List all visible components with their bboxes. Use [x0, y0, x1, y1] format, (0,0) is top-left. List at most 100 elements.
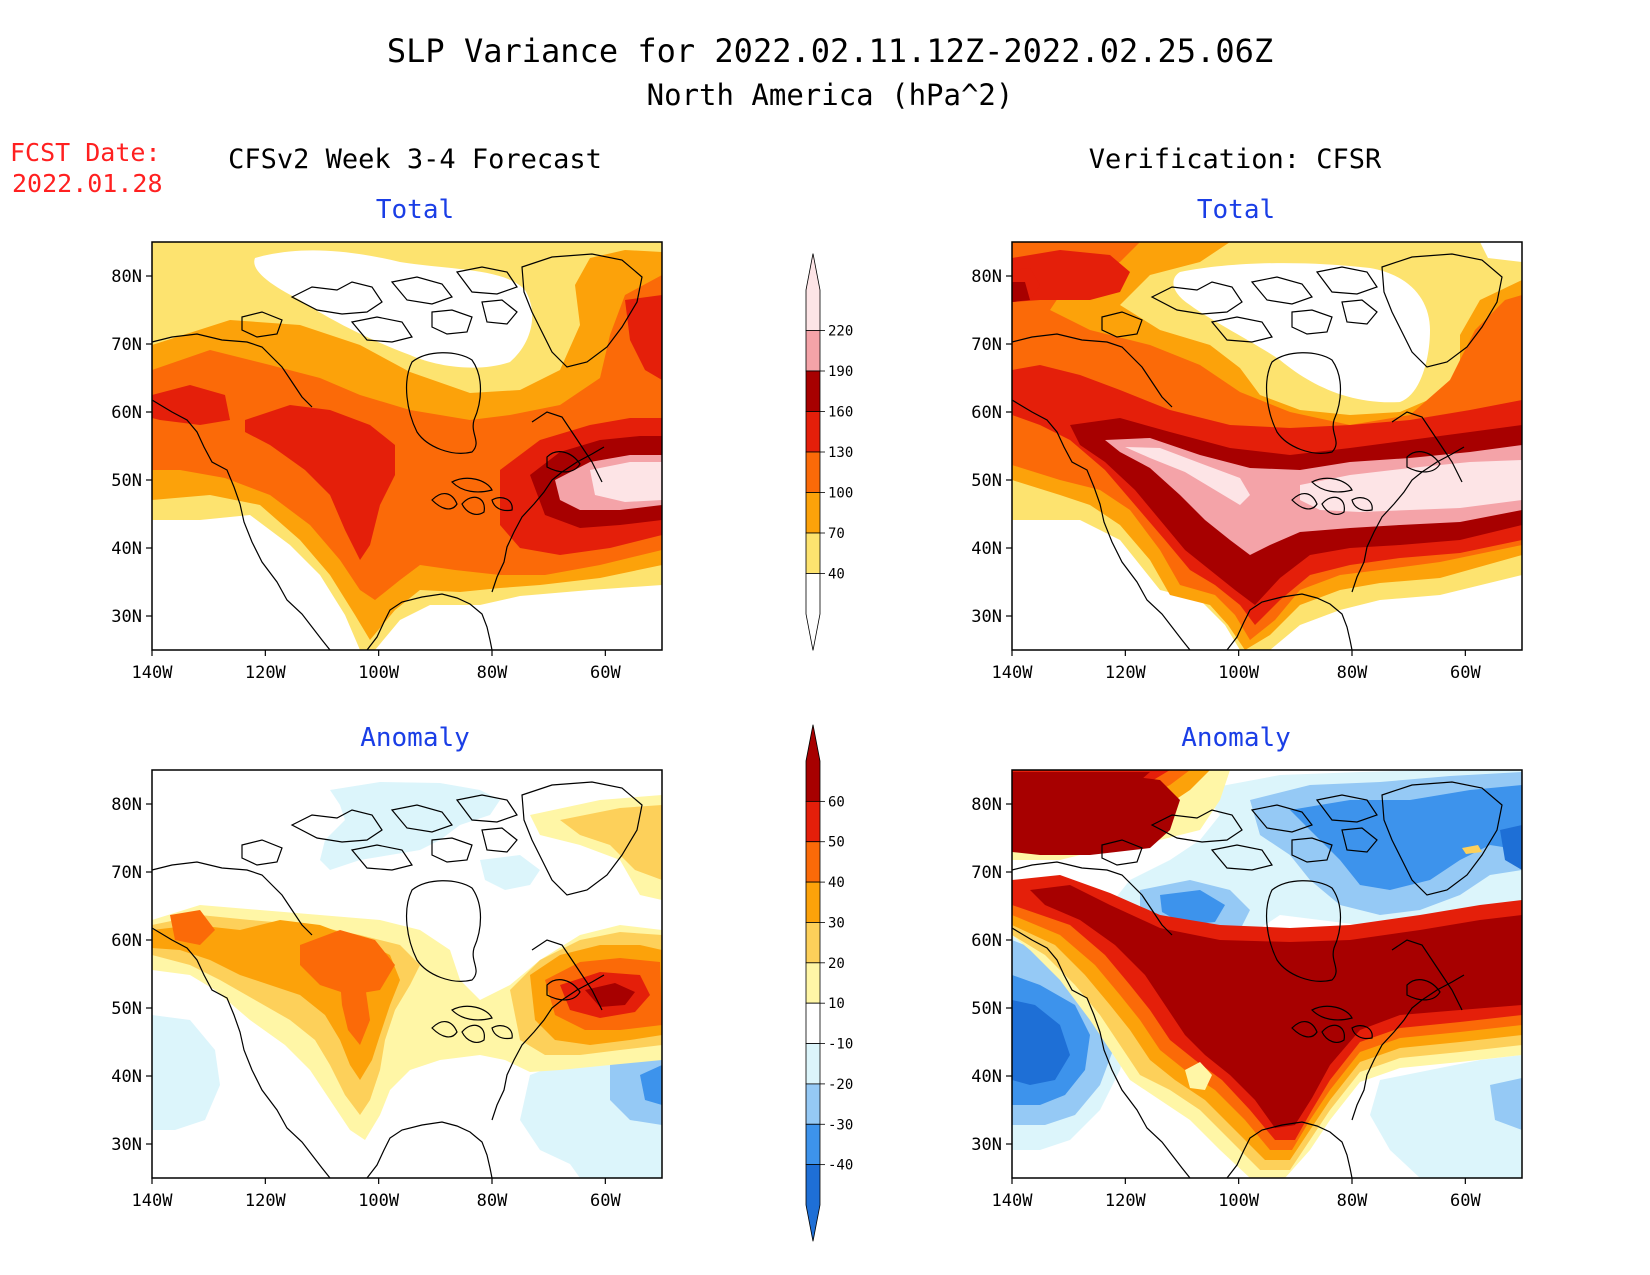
- shade-40-50: [300, 930, 395, 995]
- colorbar-anomaly-label: -20: [828, 1077, 853, 1093]
- lon-label: 80W: [477, 1191, 508, 1211]
- coastline-segment: [350, 844, 413, 871]
- shade-blue-20: [610, 1050, 662, 1125]
- coastline-segment: [1351, 974, 1465, 1121]
- lon-label: 60W: [1450, 663, 1481, 683]
- coastline-segment: [531, 411, 603, 483]
- shade-blue-30: [640, 1065, 662, 1105]
- coastline-segment: [366, 593, 493, 651]
- map-forecast-anomaly: [152, 770, 662, 1178]
- coastline-segment: [1321, 1024, 1345, 1043]
- colorbar-total-segment: [805, 451, 821, 493]
- coastline-segment: [1101, 311, 1143, 338]
- lon-label: 60W: [1450, 1191, 1481, 1211]
- coastline-segment: [1011, 333, 1173, 408]
- shade-b3-east: [1500, 825, 1522, 870]
- colorbar-anomaly-segment: [805, 800, 821, 843]
- lat-label: 70N: [971, 335, 1002, 355]
- lat-label: 30N: [971, 607, 1002, 627]
- coastline-segment: [1341, 299, 1378, 325]
- lat-label: 50N: [111, 999, 142, 1019]
- map-frame: [151, 241, 663, 651]
- lat-label: 60N: [971, 403, 1002, 423]
- lon-label: 140W: [132, 663, 174, 683]
- colorbar-total-label: 40: [828, 567, 845, 583]
- lat-label: 40N: [971, 539, 1002, 559]
- lat-label: 50N: [971, 999, 1002, 1019]
- shade-130-160-d: [625, 295, 662, 380]
- lat-label: 70N: [111, 863, 142, 883]
- colorbar-anomaly-label: 60: [828, 794, 845, 810]
- colorbar-anomaly-segment: [805, 1043, 821, 1085]
- coastline-segment: [151, 399, 331, 651]
- colorbar-total-segment: [805, 330, 821, 372]
- coastline-segment: [481, 299, 518, 325]
- lat-label: 80N: [111, 267, 142, 287]
- lon-label: 80W: [1337, 1191, 1368, 1211]
- lon-label: 100W: [358, 1191, 400, 1211]
- coastline-segment: [431, 493, 458, 510]
- coastline-segment: [1226, 593, 1353, 651]
- colorbar-anomaly-label: -40: [828, 1158, 853, 1174]
- lat-label: 30N: [111, 1135, 142, 1155]
- coastline-segment: [1315, 266, 1378, 295]
- coastline-segment: [1406, 979, 1441, 1001]
- coastline-segment: [1351, 1025, 1373, 1040]
- shade-b1-se: [1490, 1078, 1522, 1130]
- lon-label: 60W: [590, 663, 621, 683]
- lat-label: 30N: [111, 607, 142, 627]
- lon-label: 140W: [132, 1191, 174, 1211]
- lat-label: 80N: [971, 267, 1002, 287]
- lon-label: 80W: [477, 663, 508, 683]
- map-verification-anomaly: [1012, 770, 1522, 1178]
- lat-label: 60N: [111, 931, 142, 951]
- coastline-segment: [1315, 794, 1378, 823]
- lon-label: 80W: [1337, 663, 1368, 683]
- lon-label: 100W: [358, 663, 400, 683]
- coastline-segment: [241, 839, 283, 866]
- column-title-forecast: CFSv2 Week 3-4 Forecast: [228, 144, 602, 175]
- lat-label: 30N: [971, 1135, 1002, 1155]
- coastline-segment: [1210, 316, 1273, 343]
- coastline-segment: [455, 794, 518, 823]
- axes-verification-total: 80N 70N 60N 50N 40N 30N 140W 120W 100W 80W 60W: [971, 241, 1523, 683]
- colorbar-anomaly-segment: [805, 1002, 821, 1044]
- coastline-segment: [1150, 809, 1243, 843]
- coastline-segment: [290, 809, 383, 843]
- lat-label: 40N: [971, 1067, 1002, 1087]
- coastline-segment: [406, 880, 482, 982]
- coastline-segment: [1311, 1005, 1353, 1021]
- axes-forecast-anomaly: 80N 70N 60N 50N 40N 30N 140W 120W 100W 80W 60W: [111, 769, 663, 1211]
- shade-b3-west: [1012, 1000, 1070, 1085]
- coastlines: [151, 253, 1503, 1179]
- coastline-segment: [1291, 1021, 1318, 1038]
- shade-lb-se: [1370, 1055, 1522, 1178]
- colorbar-anomaly-segment: [805, 724, 821, 802]
- coastline-segment: [546, 451, 581, 473]
- lon-label: 140W: [992, 1191, 1034, 1211]
- colorbar-anomaly-segment: [805, 1123, 821, 1166]
- shade-lightblue-se: [560, 1140, 662, 1178]
- figure-title: SLP Variance for 2022.02.11.12Z-2022.02.…: [387, 32, 1273, 70]
- map-forecast-total: [152, 242, 662, 650]
- lon-label: 120W: [245, 663, 287, 683]
- coastline-segment: [151, 927, 331, 1179]
- colorbar-total-label: 160: [828, 405, 853, 421]
- colorbar-anomaly-label: 20: [828, 956, 845, 972]
- coastline-segment: [451, 477, 493, 493]
- lat-label: 70N: [971, 863, 1002, 883]
- colorbar-total-segment: [805, 253, 821, 331]
- coastline-segment: [1351, 497, 1373, 512]
- colorbar-anomaly-label: -10: [828, 1037, 853, 1053]
- coastline-segment: [431, 1021, 458, 1038]
- coastline-segment: [1266, 352, 1342, 454]
- coastline-segment: [366, 1121, 493, 1179]
- lat-label: 70N: [111, 335, 142, 355]
- coastline-segment: [1101, 839, 1143, 866]
- coastline-segment: [491, 497, 513, 512]
- lon-label: 120W: [1105, 663, 1147, 683]
- coastline-segment: [1391, 939, 1463, 1011]
- shade-lightblue-arctic-b: [480, 855, 540, 890]
- colorbar-total-segment: [805, 532, 821, 574]
- map-frame: [151, 769, 663, 1179]
